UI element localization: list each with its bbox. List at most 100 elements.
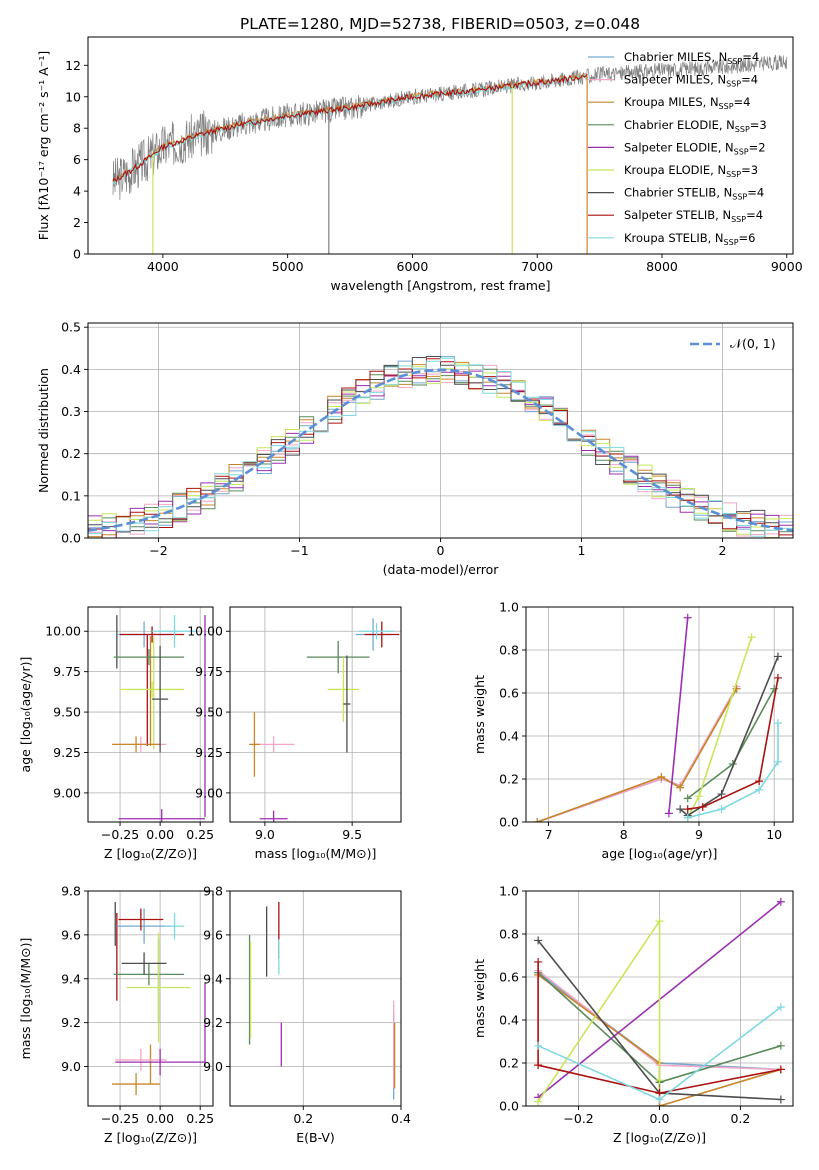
x-tick-label: 2: [719, 543, 727, 558]
y-tick-label: 9.00: [53, 785, 81, 800]
y-tick-label: 9.4: [203, 971, 223, 986]
weight-line: [537, 918, 661, 1103]
weight-marker: [698, 802, 707, 811]
legend-entry: Salpeter STELIB, NSSP=4: [624, 208, 763, 224]
model-spectrum-line: [112, 72, 588, 183]
legend-entry: Kroupa MILES, NSSP=4: [624, 95, 750, 111]
x-tick-label: 0.00: [146, 827, 174, 842]
y-tick-label: 0.6: [499, 686, 519, 701]
x-tick-label: 1: [578, 543, 586, 558]
y-tick-label: 10.00: [45, 624, 81, 639]
y-tick-label: 1.0: [499, 884, 519, 899]
y-tick-label: 4: [73, 184, 81, 199]
x-tick-label: 10: [766, 827, 782, 842]
axes-frame: [525, 606, 794, 823]
weight-marker: [773, 719, 782, 728]
legend-label: Salpeter STELIB, N: [624, 208, 731, 222]
normal-curve: [88, 368, 793, 532]
legend-count: =6: [739, 231, 756, 245]
weight-line: [537, 688, 738, 822]
plot-area-2: [112, 615, 206, 822]
y-tick-label: 0.0: [499, 1099, 519, 1114]
axes-frame: [87, 36, 794, 255]
y-tick-label: 0: [73, 247, 81, 262]
x-tick-label: 0.25: [186, 1111, 214, 1126]
weight-marker: [773, 757, 782, 766]
y-tick-label: 1.0: [499, 600, 519, 615]
y-tick-label: 0.4: [499, 1013, 519, 1028]
weight-marker: [776, 1041, 785, 1050]
y-tick-label: 9.8: [61, 884, 81, 899]
plot-area-6: [248, 901, 396, 1100]
x-tick-label: 0.4: [391, 1111, 411, 1126]
weight-marker: [657, 772, 666, 781]
weight-line: [687, 688, 775, 800]
y-tick-label: 0.0: [499, 815, 519, 830]
panel-1: 𝒩(0, 1) −2 −1 0 1 2 0.0 0.1 0.2 0.3 0.4 0.5 (data-mo…: [36, 320, 794, 577]
weight-marker: [755, 777, 764, 786]
y-tick-label: 9.0: [203, 1059, 223, 1074]
model-spectrum-line: [112, 73, 588, 186]
legend-subscript: SSP: [726, 80, 741, 89]
plot-area-3: [249, 618, 400, 822]
legend-label: Kroupa ELODIE, N: [624, 163, 726, 177]
x-tick-label: 9: [695, 827, 703, 842]
legend-subscript: SSP: [734, 147, 749, 156]
x-tick-label: 6000: [397, 259, 429, 274]
legend-label: Chabrier ELODIE, N: [624, 118, 735, 132]
legend-label: Salpeter ELODIE, N: [624, 140, 734, 154]
weight-marker: [717, 805, 726, 814]
y-axis-label: age [log₁₀(age/yr)]: [18, 657, 33, 773]
weight-marker: [717, 790, 726, 799]
legend-entry: Kroupa STELIB, NSSP=6: [624, 231, 755, 247]
y-tick-label: 6: [73, 152, 81, 167]
weight-marker: [534, 1097, 543, 1106]
x-tick-label: 5000: [272, 259, 304, 274]
legend-count: =4: [747, 186, 764, 200]
axes-frame: [87, 890, 214, 1107]
plot-area-4: [533, 613, 782, 822]
legend-subscript: SSP: [735, 125, 750, 134]
panel-3: 9.0 9.5 9.00 9.25 9.50 9.75 10.00 mass [log₁₀(M…: [187, 606, 402, 861]
y-tick-label: 9.4: [61, 971, 81, 986]
y-axis-label: Flux [fλ10⁻¹⁷ erg cm⁻² s⁻¹ A⁻¹]: [36, 51, 51, 240]
weight-marker: [776, 1065, 785, 1074]
x-tick-label: −0.2: [563, 1111, 593, 1126]
legend-count: =3: [750, 118, 767, 132]
panel-2: −0.25 0.00 0.25 9.00 9.25 9.50 9.75 10.00 Z [log…: [18, 606, 214, 861]
x-tick-label: 0.2: [730, 1111, 750, 1126]
y-tick-label: 10: [65, 89, 81, 104]
x-tick-label: 0.00: [146, 1111, 174, 1126]
legend-subscript: SSP: [724, 238, 739, 247]
x-axis-label: age [log₁₀(age/yr)]: [602, 846, 718, 861]
x-tick-label: −1: [290, 543, 308, 558]
legend-count: =4: [746, 208, 763, 222]
legend-entry: Chabrier STELIB, NSSP=4: [624, 186, 764, 202]
y-tick-label: 9.75: [195, 664, 223, 679]
legend-count: =4: [734, 95, 751, 109]
panel-6: 0.2 0.4 9.0 9.2 9.4 9.6 9.8 E(B-V): [203, 884, 411, 1146]
weight-line: [687, 723, 779, 819]
x-tick-label: 8: [620, 827, 628, 842]
x-tick-label: 0.25: [186, 827, 214, 842]
legend-label: Kroupa STELIB, N: [624, 231, 724, 245]
weight-marker: [664, 809, 673, 818]
histogram-series: [88, 357, 793, 537]
legend-label: Salpeter MILES, N: [624, 73, 726, 87]
weight-marker: [683, 813, 692, 822]
y-tick-label: 9.6: [203, 927, 223, 942]
y-tick-label: 2: [73, 215, 81, 230]
y-axis-label: mass weight: [472, 675, 487, 754]
y-tick-label: 9.8: [203, 884, 223, 899]
x-tick-label: 7000: [521, 259, 553, 274]
weight-marker: [773, 652, 782, 661]
legend-entry: Chabrier MILES, NSSP=4: [624, 50, 759, 66]
x-tick-label: 9.5: [342, 827, 362, 842]
y-axis-label: mass weight: [472, 959, 487, 1038]
y-axis-label: Normed distribution: [36, 368, 51, 493]
weight-marker: [776, 1095, 785, 1104]
y-tick-label: 0.2: [61, 446, 81, 461]
